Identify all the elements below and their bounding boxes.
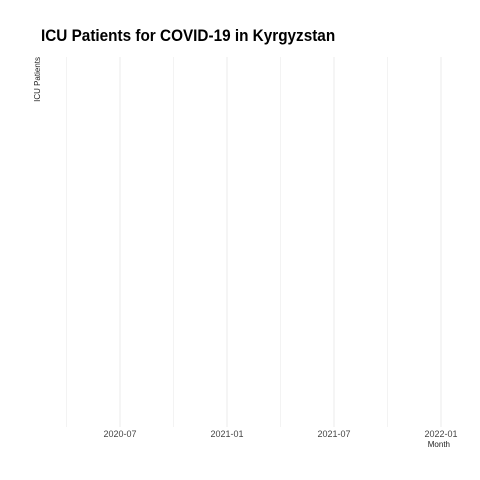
x-tick-label: 2022-01 bbox=[424, 429, 457, 439]
x-tick-labels: 2020-07 2021-01 2021-07 2022-01 bbox=[103, 429, 457, 439]
x-tick-label: 2021-07 bbox=[317, 429, 350, 439]
x-tick-label: 2020-07 bbox=[103, 429, 136, 439]
x-tick-label: 2021-01 bbox=[210, 429, 243, 439]
chart-title: ICU Patients for COVID-19 in Kyrgyzstan bbox=[41, 26, 336, 45]
grid-lines bbox=[66, 57, 442, 427]
x-axis-label: Month bbox=[427, 440, 450, 449]
